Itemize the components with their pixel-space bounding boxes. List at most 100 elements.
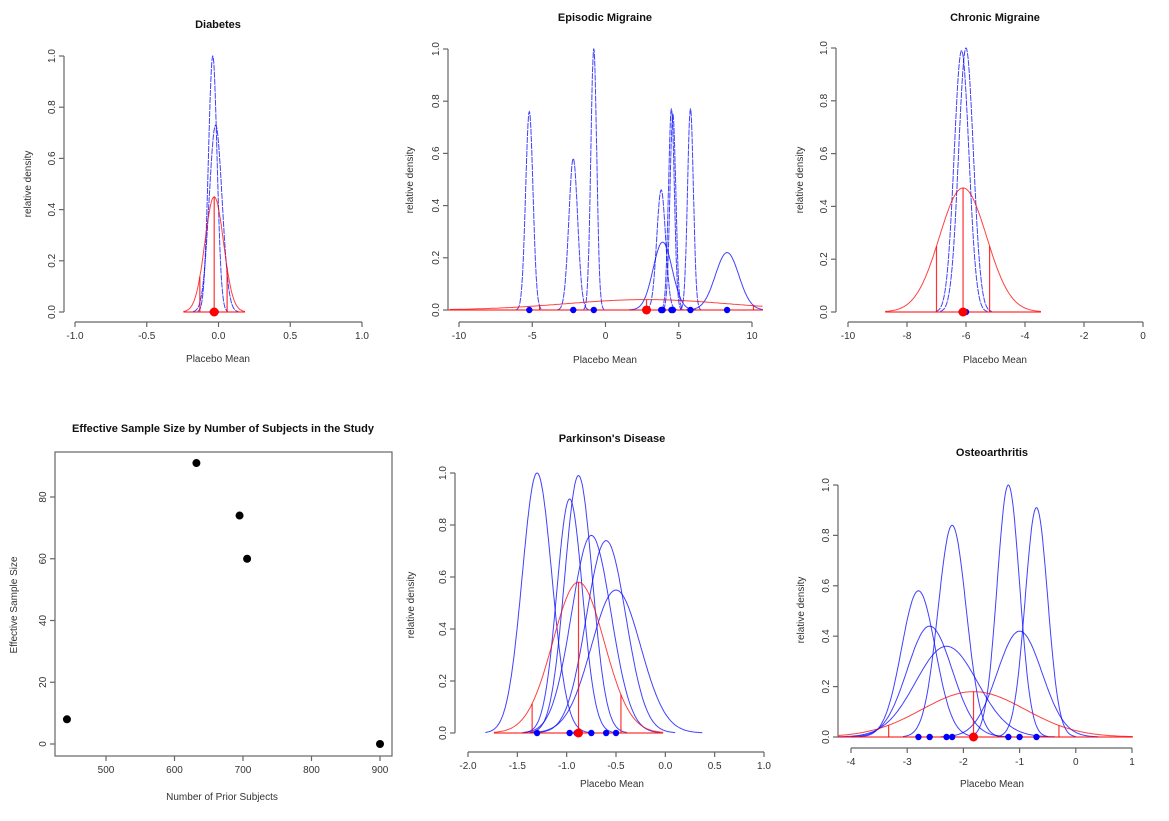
x-tick-label: 500: [98, 765, 115, 776]
study-mean-point: [588, 729, 595, 737]
study-density-curve: [838, 645, 1055, 738]
study-mean-point: [669, 306, 677, 314]
panel-chronic-migraine: Chronic Migraine Placebo Mean relative d…: [795, 12, 1146, 366]
panel-diabetes: Diabetes Placebo Mean relative density -…: [23, 19, 369, 365]
y-tick-label: 0.8: [438, 518, 449, 532]
x-axis-label: Placebo Mean: [186, 354, 250, 365]
x-tick-label: 1.0: [757, 761, 771, 772]
x-tick-label: 900: [372, 765, 389, 776]
study-mean-point: [948, 733, 956, 741]
y-tick-label: 80: [38, 491, 49, 503]
study-density-curve: [583, 47, 605, 310]
x-tick-label: 0.0: [658, 761, 672, 772]
y-tick-label: 0.4: [819, 199, 830, 213]
data-point: [243, 554, 252, 563]
study-density-curve: [516, 110, 543, 310]
study-density-curve: [192, 124, 239, 313]
y-tick-label: 0.0: [819, 305, 830, 319]
x-tick-label: 0: [1073, 757, 1079, 768]
study-density-curve: [935, 49, 988, 312]
prior-mean-point: [969, 732, 979, 742]
panel-title: Effective Sample Size by Number of Subje…: [72, 423, 375, 435]
study-mean-point: [687, 306, 694, 314]
x-tick-label: 10: [746, 331, 758, 342]
study-density-curve: [557, 157, 589, 311]
x-tick-label: 800: [303, 765, 320, 776]
study-density-curve: [679, 107, 702, 310]
x-axis-label: Placebo Mean: [573, 355, 637, 366]
y-tick-label: 0.8: [431, 94, 442, 108]
panel-parkinsons-disease: Parkinson's Disease Placebo Mean relativ…: [406, 433, 771, 790]
study-density-curve: [524, 498, 615, 733]
x-tick-label: 0.5: [283, 331, 297, 342]
y-tick-label: 1.0: [431, 42, 442, 56]
x-tick-label: 0.5: [708, 761, 722, 772]
study-density-curve: [485, 472, 589, 733]
study-mean-point: [533, 729, 541, 737]
study-density-curve: [645, 189, 677, 311]
x-tick-label: 1.0: [355, 331, 369, 342]
study-density-curve: [969, 484, 1048, 737]
study-density-curve: [662, 113, 684, 310]
study-density-curve: [629, 241, 697, 311]
x-tick-label: -8: [903, 331, 912, 342]
study-density-curve: [529, 589, 703, 734]
y-tick-label: 1.0: [819, 41, 830, 55]
study-density-curve: [530, 475, 627, 733]
study-density-curve: [537, 540, 676, 734]
prior-mean-point: [209, 307, 219, 317]
study-density-curve: [940, 630, 1099, 738]
y-tick-label: 0.4: [47, 202, 58, 216]
y-tick-label: 0.6: [438, 570, 449, 584]
x-tick-label: -2.0: [459, 761, 477, 772]
study-mean-point: [926, 733, 933, 741]
y-tick-label: 0.4: [438, 622, 449, 636]
study-mean-point: [659, 306, 666, 314]
study-mean-point: [1005, 733, 1012, 741]
x-tick-label: 1: [1129, 757, 1135, 768]
study-mean-point: [1016, 733, 1023, 741]
x-axis-label: Placebo Mean: [580, 779, 644, 790]
y-tick-label: 0.8: [47, 100, 58, 114]
y-tick-label: 0.2: [438, 674, 449, 688]
prior-mean-point: [958, 307, 968, 317]
y-tick-label: 0.0: [438, 726, 449, 740]
y-tick-label: 1.0: [438, 466, 449, 480]
study-density-curve: [686, 252, 763, 311]
study-density-curve: [903, 524, 1002, 737]
data-point: [62, 715, 71, 724]
study-mean-point: [612, 729, 620, 737]
study-mean-point: [570, 306, 577, 314]
y-tick-label: 60: [38, 553, 49, 565]
y-tick-label: 0.2: [821, 679, 832, 693]
x-tick-label: -5: [528, 331, 537, 342]
prior-mean-point: [642, 305, 652, 315]
x-tick-label: -1.0: [66, 331, 84, 342]
prior-density-curve: [449, 299, 763, 310]
plot-box: [54, 451, 393, 757]
x-axis-label: Placebo Mean: [960, 779, 1024, 790]
y-tick-label: 0.0: [431, 303, 442, 317]
x-tick-label: -3: [903, 757, 912, 768]
y-tick-label: 0.6: [431, 146, 442, 160]
study-mean-point: [590, 306, 597, 314]
panel-title: Parkinson's Disease: [559, 433, 666, 445]
study-density-curve: [859, 590, 978, 738]
y-tick-label: 1.0: [47, 49, 58, 63]
y-axis-label: relative density: [795, 147, 806, 214]
x-axis-label: Placebo Mean: [963, 355, 1027, 366]
study-mean-point: [566, 729, 573, 737]
x-tick-label: -0.5: [607, 761, 625, 772]
x-tick-label: 600: [166, 765, 183, 776]
y-axis-label: relative density: [796, 577, 807, 644]
y-tick-label: 0: [38, 741, 49, 747]
study-mean-point: [1033, 733, 1040, 741]
study-mean-point: [602, 729, 610, 737]
study-mean-point: [943, 733, 950, 741]
x-tick-label: 0: [603, 331, 609, 342]
y-tick-label: 0.8: [819, 93, 830, 107]
x-tick-label: -6: [962, 331, 971, 342]
x-tick-label: -2: [959, 757, 968, 768]
prior-density-curve: [885, 187, 1041, 312]
